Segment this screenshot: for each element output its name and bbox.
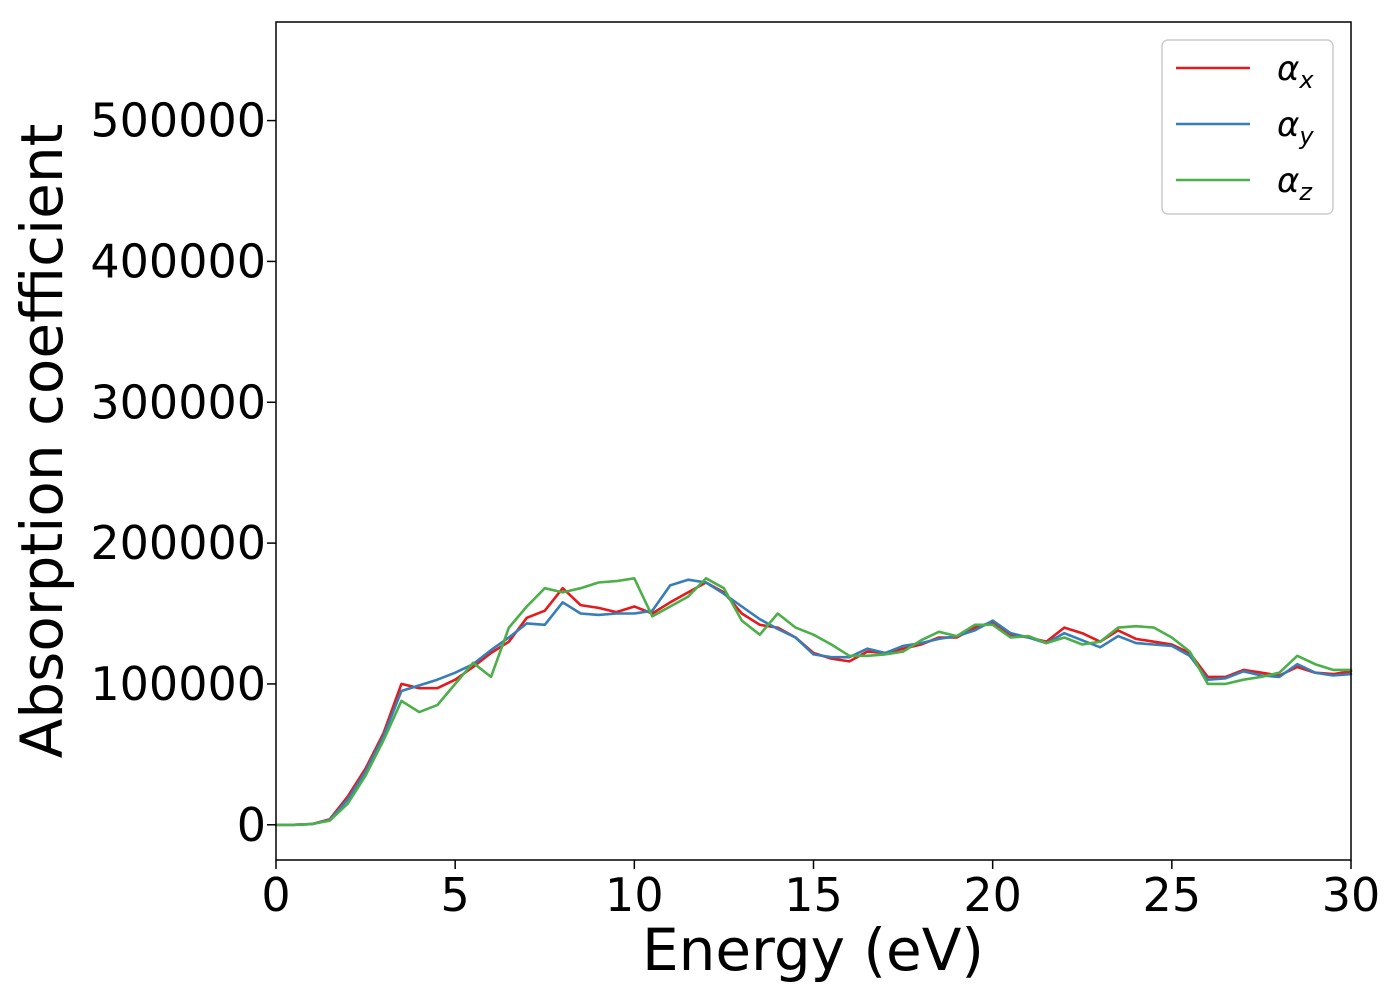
x-tick-label: 30	[1322, 868, 1381, 922]
series-layer	[274, 576, 1353, 827]
x-axis-label: Energy (eV)	[642, 916, 984, 984]
y-tick-label: 200000	[90, 516, 266, 570]
series-line-alpha-z	[274, 576, 1353, 827]
series-line-alpha-y	[274, 578, 1353, 827]
legend-label-alpha-z: αz	[1277, 161, 1313, 206]
x-tick-label: 15	[784, 868, 843, 922]
legend-frame	[1161, 39, 1334, 215]
y-tick-label: 300000	[90, 375, 266, 429]
legend-label-alpha-x: αx	[1277, 49, 1314, 94]
y-tick-label: 100000	[90, 657, 266, 711]
x-tick-label: 5	[441, 868, 470, 922]
y-tick-label: 500000	[90, 94, 266, 148]
y-axis: 0 100000 200000 300000 400000 500000	[90, 94, 276, 852]
y-tick-label: 400000	[90, 234, 266, 288]
x-tick-label: 20	[963, 868, 1022, 922]
legend: αx αy αz	[1161, 39, 1334, 215]
x-tick-label: 10	[605, 868, 664, 922]
x-tick-label: 25	[1143, 868, 1202, 922]
y-tick-label: 0	[237, 798, 266, 852]
legend-label-alpha-y: αy	[1277, 105, 1314, 150]
x-tick-label: 0	[261, 868, 290, 922]
x-axis: 0 5 10 15 20 25 30	[261, 860, 1380, 922]
y-axis-label: Absorption coefficient	[8, 124, 76, 759]
